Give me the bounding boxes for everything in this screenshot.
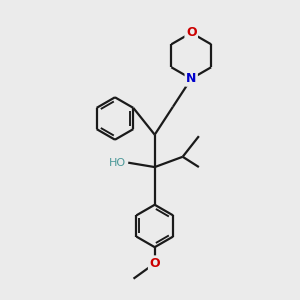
Text: N: N	[186, 72, 196, 85]
Text: O: O	[149, 257, 160, 270]
Text: HO: HO	[109, 158, 126, 168]
Text: O: O	[186, 26, 196, 39]
